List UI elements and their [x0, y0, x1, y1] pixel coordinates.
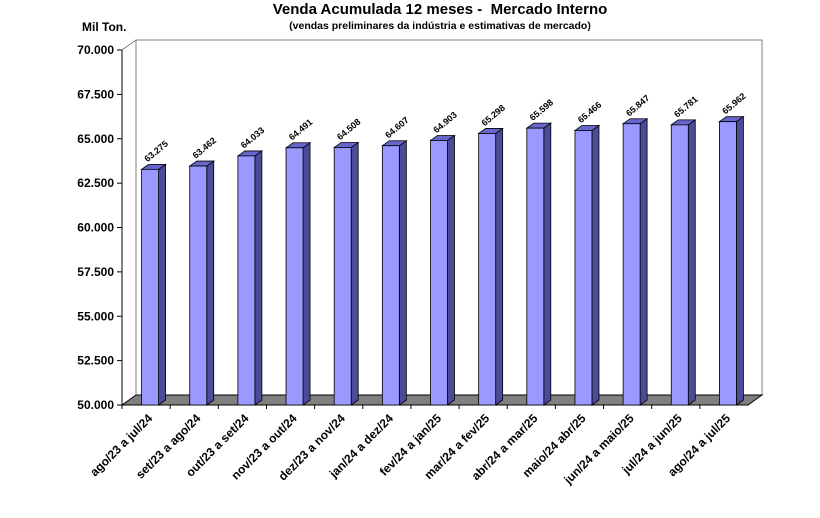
- bar-side: [639, 117, 648, 406]
- bar-side: [158, 163, 166, 406]
- bar-side: [687, 119, 696, 406]
- bar-side: [543, 122, 552, 406]
- y-tick-label: 60.000: [77, 221, 114, 235]
- y-tick-label: 52.500: [77, 354, 114, 368]
- bar-front: [237, 155, 256, 406]
- bar-front: [719, 121, 737, 406]
- y-tick-label: 50.000: [77, 398, 114, 412]
- data-label: 64.491: [287, 117, 315, 142]
- data-label: 65.962: [720, 91, 748, 116]
- bar-front: [526, 127, 545, 406]
- data-label: 64.033: [239, 125, 267, 150]
- y-axis-unit-label: Mil Ton.: [82, 20, 127, 34]
- data-label: 64.903: [431, 110, 459, 135]
- chart-subtitle: (vendas preliminares da indústria e esti…: [289, 20, 591, 32]
- bar-front: [670, 124, 689, 406]
- bar-front: [333, 147, 352, 406]
- bar-side: [302, 142, 311, 406]
- data-label: 63.275: [142, 139, 170, 164]
- bar: [670, 119, 697, 406]
- bar: [477, 127, 504, 406]
- bars: [140, 115, 745, 406]
- data-label: 65.298: [480, 103, 508, 128]
- bar-front: [478, 133, 497, 406]
- bar: [332, 141, 360, 406]
- bar-front: [189, 165, 208, 406]
- bar-side: [495, 127, 504, 406]
- bar-side: [398, 139, 407, 406]
- bar-front: [381, 145, 400, 406]
- y-tick-label: 70.000: [77, 43, 114, 57]
- bar-front: [141, 168, 159, 406]
- bar-side: [447, 134, 455, 406]
- y-tick-label: 57.500: [77, 265, 114, 279]
- bar-side: [736, 115, 744, 406]
- data-label: 65.847: [624, 93, 652, 118]
- data-label: 63.462: [191, 135, 219, 160]
- bar-side: [206, 160, 215, 406]
- bar: [718, 115, 745, 406]
- bar-front: [622, 123, 641, 406]
- y-tick-label: 62.500: [77, 176, 114, 190]
- bar: [621, 117, 649, 406]
- bar: [284, 142, 312, 406]
- bar-front: [430, 140, 448, 406]
- y-tick-label: 67.500: [77, 87, 114, 101]
- y-tick-label: 55.000: [77, 309, 114, 323]
- bar-front: [285, 147, 304, 406]
- bar: [140, 163, 167, 406]
- bar-front: [574, 130, 593, 406]
- data-label: 65.466: [576, 100, 604, 125]
- data-label: 65.598: [528, 97, 556, 122]
- data-label: 64.508: [335, 117, 363, 142]
- data-label: 65.781: [672, 94, 700, 119]
- bar: [573, 124, 601, 406]
- bar: [525, 122, 553, 406]
- data-label: 64.607: [383, 115, 411, 140]
- bar-side: [591, 124, 600, 406]
- bar: [381, 139, 408, 406]
- chart-title: Venda Acumulada 12 meses - Mercado Inter…: [272, 1, 608, 18]
- bar: [429, 134, 456, 406]
- bar: [236, 150, 264, 406]
- bar-side: [350, 141, 359, 406]
- bar-side: [254, 150, 263, 406]
- y-tick-label: 65.000: [77, 132, 114, 146]
- bar: [188, 160, 215, 406]
- y-axis: 50.000 52.500 55.000 57.500 60.000 62.500 65.0…: [77, 43, 748, 412]
